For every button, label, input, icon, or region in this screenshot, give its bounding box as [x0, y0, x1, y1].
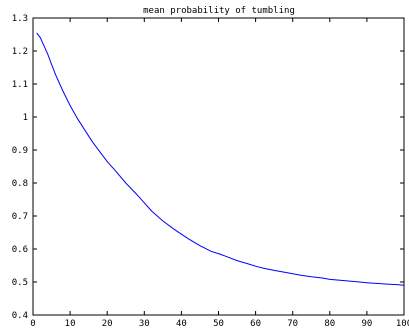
y-tick-label: 0.9 [12, 146, 28, 156]
x-tick-label: 20 [102, 319, 113, 329]
axis-ticks [32, 17, 405, 316]
x-tick-label: 50 [213, 319, 224, 329]
x-tick-label: 90 [361, 319, 372, 329]
series-lines [36, 32, 405, 286]
x-tick-label: 80 [324, 319, 335, 329]
y-tick-label: 1.1 [12, 80, 28, 90]
x-tick-label: 0 [30, 319, 35, 329]
x-tick-label: 60 [250, 319, 261, 329]
y-tick-label: 0.7 [12, 212, 28, 222]
y-tick-label: 1.2 [12, 47, 28, 57]
y-tick-label: 1 [23, 113, 28, 123]
plot-area [32, 17, 405, 316]
y-axis-tick-labels: 0.4 0.5 0.6 0.7 0.8 0.9 1 1.1 1.2 1.3 [12, 14, 28, 321]
x-axis-tick-labels: 0 10 20 30 40 50 60 70 80 90 100 [30, 319, 409, 329]
y-tick-label: 0.5 [12, 278, 28, 288]
series-line-0 [36, 32, 405, 286]
x-tick-label: 40 [176, 319, 187, 329]
y-tick-label: 0.6 [12, 245, 28, 255]
x-tick-label: 10 [65, 319, 76, 329]
y-tick-label: 1.3 [12, 14, 28, 24]
x-tick-label: 100 [396, 319, 409, 329]
y-tick-label: 0.8 [12, 179, 28, 189]
x-tick-label: 30 [139, 319, 150, 329]
y-tick-label: 0.4 [12, 311, 28, 321]
chart-title: mean probability of tumbling [143, 6, 295, 16]
x-tick-label: 70 [287, 319, 298, 329]
